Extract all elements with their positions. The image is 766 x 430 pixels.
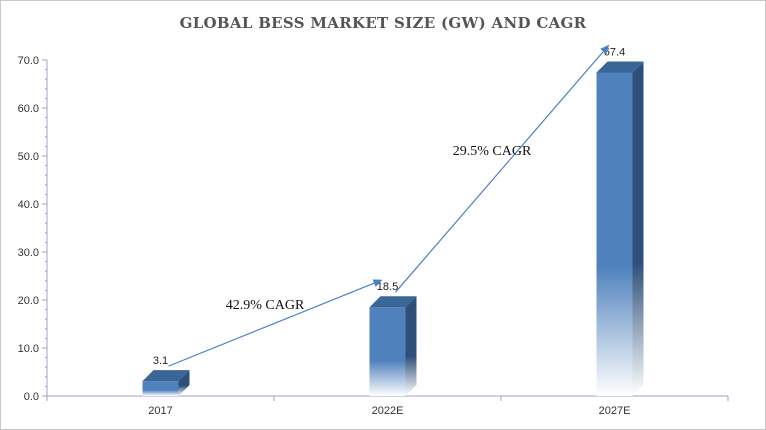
bars: 3.1 18.5 67.4 <box>142 46 644 396</box>
bar-value-label: 67.4 <box>604 46 625 58</box>
y-tick-label: 10.0 <box>18 343 39 355</box>
x-tick-label: 2022E <box>372 405 404 417</box>
cagr-label: 42.9% CAGR <box>226 298 305 313</box>
annotations: 42.9% CAGR 29.5% CAGR <box>168 44 610 367</box>
y-tick-label: 70.0 <box>18 55 39 67</box>
bar-top <box>369 296 417 308</box>
bar-front <box>596 72 633 396</box>
y-tick-label: 40.0 <box>18 199 39 211</box>
chart-title: GLOBAL BESS MARKET SIZE (GW) AND CAGR <box>179 14 587 32</box>
cagr-arrow <box>168 279 383 367</box>
bar-side <box>178 370 190 396</box>
y-tick-label: 0.0 <box>24 391 39 403</box>
y-tick-label: 20.0 <box>18 295 39 307</box>
cagr-arrow <box>395 44 610 293</box>
bar-top <box>596 61 644 73</box>
y-tick-label: 60.0 <box>18 103 39 115</box>
bar-value-label: 18.5 <box>377 281 398 293</box>
x-tick-label: 2017 <box>148 405 172 417</box>
bar-2022E <box>369 296 417 396</box>
bar-value-label: 3.1 <box>153 355 168 367</box>
cagr-label: 29.5% CAGR <box>453 144 532 159</box>
x-tick-label: 2027E <box>599 405 631 417</box>
bar-side <box>405 296 417 396</box>
bar-2017 <box>142 370 190 396</box>
bar-side <box>632 61 644 396</box>
y-tick-label: 30.0 <box>18 247 39 259</box>
bar-front <box>142 381 179 396</box>
y-tick-label: 50.0 <box>18 151 39 163</box>
bar-2027E <box>596 61 644 396</box>
bar-front <box>369 307 406 396</box>
axes: 0.0 10.0 20.0 30.0 40.0 50.0 60.0 70.0 2017 2022E… <box>18 55 729 417</box>
bar-top <box>142 370 190 382</box>
